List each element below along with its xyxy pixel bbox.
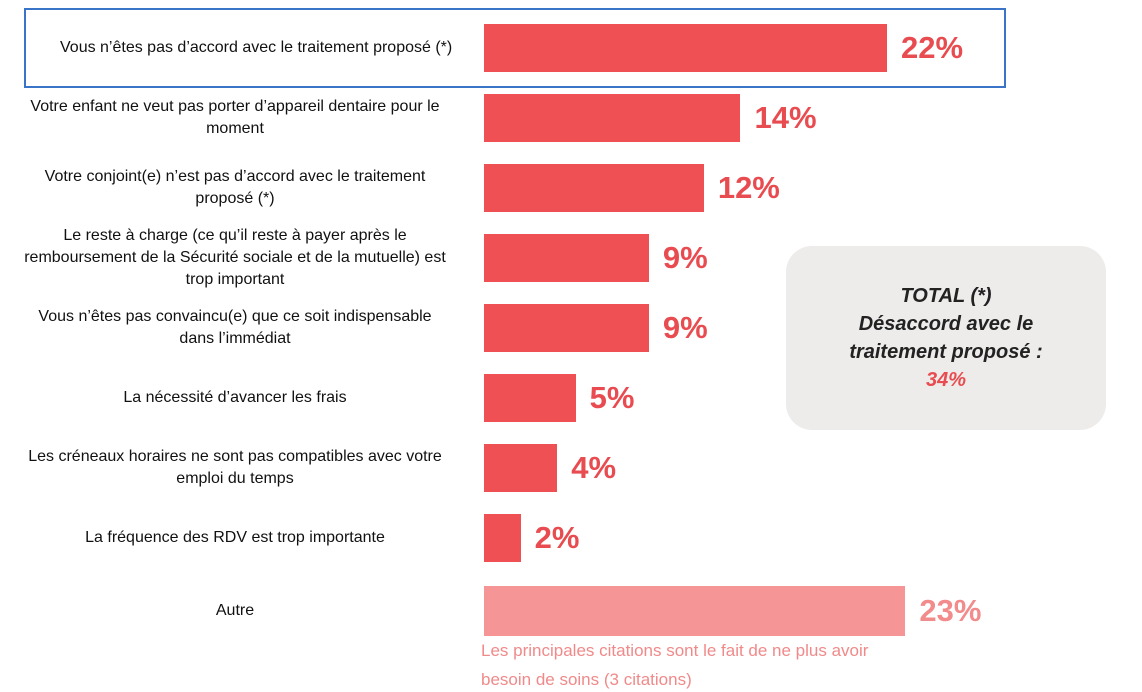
value-label: 9% [662, 240, 708, 275]
bar [484, 234, 649, 282]
category-label: Le reste à charge (ce qu’il reste à paye… [24, 227, 446, 288]
value-label: 2% [534, 520, 580, 555]
category-label: Vous n’êtes pas convaincu(e) que ce soit… [38, 308, 432, 347]
bar [484, 304, 649, 352]
category-label: La nécessité d’avancer les frais [123, 389, 347, 406]
value-label: 5% [589, 380, 635, 415]
value-label: 23% [919, 593, 982, 628]
bar [484, 164, 704, 212]
value-label: 14% [754, 100, 817, 135]
category-label: Les créneaux horaires ne sont pas compat… [28, 448, 442, 487]
value-label: 22% [901, 30, 964, 65]
highlight-box [24, 8, 1006, 88]
note: Les principales citations sont le fait d… [481, 641, 869, 689]
category-label: Votre conjoint(e) n’est pas d’accord ave… [44, 168, 426, 207]
total-title: TOTAL (*) [900, 285, 992, 307]
total-value: 34% [925, 369, 967, 391]
bar [484, 374, 576, 422]
value-label: 4% [571, 450, 617, 485]
total-text: Désaccord avec le traitement proposé : [849, 313, 1043, 363]
bar [484, 444, 558, 492]
category-label: Vous n’êtes pas d’accord avec le traitem… [60, 39, 453, 56]
category-label: Autre [215, 602, 255, 619]
value-label: 12% [717, 170, 780, 205]
bar [484, 24, 888, 72]
bar [484, 586, 906, 636]
category-label: Votre enfant ne veut pas porter d’appare… [30, 98, 440, 137]
value-label: 9% [662, 310, 708, 345]
category-label: La fréquence des RDV est trop importante [85, 529, 385, 546]
total-box: TOTAL (*) Désaccord avec le traitement p… [786, 246, 1106, 430]
bar [484, 514, 521, 562]
bar [484, 94, 741, 142]
